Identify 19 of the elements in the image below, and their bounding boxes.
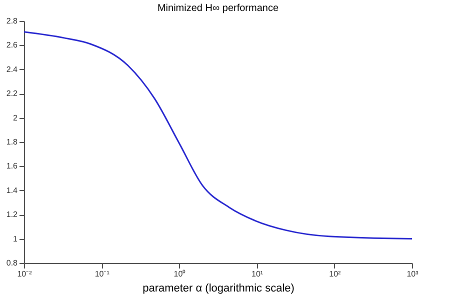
- y-tick-label: 1.6: [6, 162, 18, 171]
- y-tick-label: 1.4: [6, 186, 18, 195]
- y-tick-label: 0.8: [6, 258, 18, 268]
- y-tick-label: 2.6: [6, 40, 18, 50]
- y-tick-label: 2.2: [6, 89, 18, 98]
- x-tick-label: 10¹: [252, 270, 264, 278]
- y-tick-label: 2.8: [6, 16, 18, 26]
- x-tick-label: 10³: [406, 270, 419, 278]
- y-tick-label: 2: [13, 113, 18, 122]
- y-tick-label: 1.2: [6, 210, 18, 220]
- y-tick-label: 2.4: [6, 64, 18, 74]
- x-tick-label: 10²: [329, 270, 342, 278]
- x-tick-label: 10⁰: [174, 270, 186, 278]
- x-tick-label: 10⁻¹: [94, 270, 110, 278]
- x-tick-label: 10⁻²: [17, 270, 32, 278]
- y-tick-label: 1: [13, 234, 18, 244]
- x-axis-title: parameter α (logarithmic scale): [142, 282, 294, 294]
- chart-title: Minimized H∞ performance: [157, 3, 279, 14]
- y-tick-label: 1.8: [6, 138, 18, 146]
